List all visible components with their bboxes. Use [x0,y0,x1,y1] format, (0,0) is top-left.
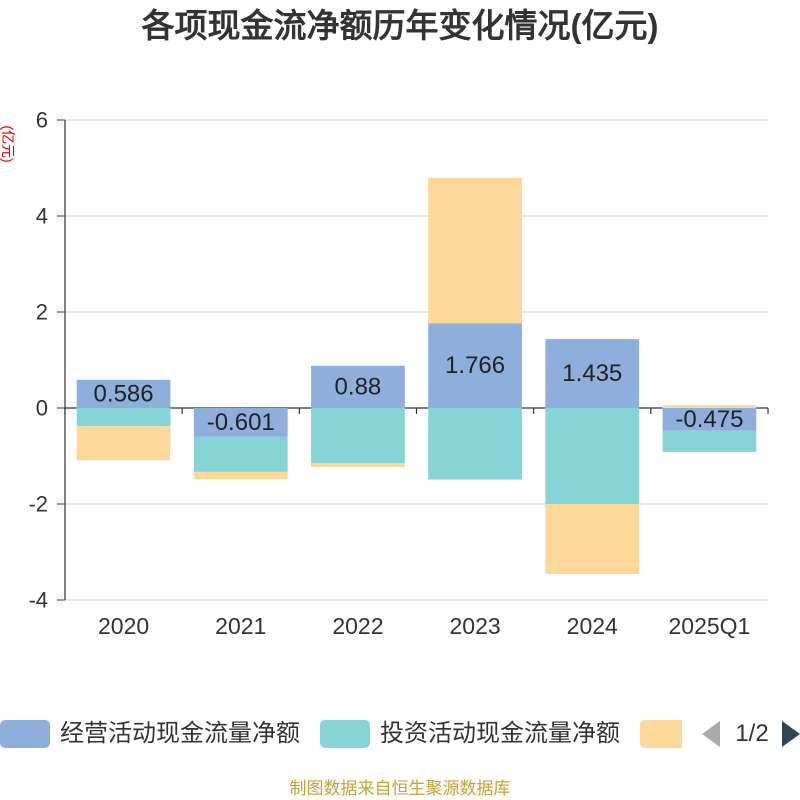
bar-series-3 [311,463,405,468]
data-label: 1.435 [562,360,622,387]
legend-swatch [640,720,682,748]
bar-series-1 [311,365,405,408]
x-tick-label: 2022 [332,613,383,639]
x-tick-label: 2024 [567,613,618,639]
data-label: 1.766 [445,352,505,379]
legend-swatch [0,720,50,748]
bar-series-2 [76,408,171,427]
bar-series-1 [662,408,757,431]
chart-title: 各项现金流净额历年变化情况(亿元) [141,7,659,44]
x-tick-label: 2023 [449,613,500,639]
data-label: 0.586 [94,380,154,407]
x-tick-label: 2021 [215,613,266,639]
x-tick-label: 2020 [98,613,149,639]
y-tick-label: 0 [36,396,48,421]
data-labels: 0.586 -0.601 0.88 1.766 1.435 -0.475 [94,352,744,436]
bar-series-1 [428,323,522,408]
legend-item-2[interactable]: 投资活动现金流量净额 [320,720,620,748]
bar-series-3 [76,426,171,461]
legend-label: 投资活动现金流量净额 [380,720,620,747]
bar-series-2 [428,408,522,480]
bar-series-1 [76,379,171,408]
bar-series-2 [311,408,405,464]
y-tick-label: 2 [36,300,48,325]
bar-series-3 [545,504,640,575]
legend-item-1[interactable]: 经营活动现金流量净额 [0,720,300,748]
axes: 6 4 2 0 -2 -4 2020 2021 2022 2023 2024 2025Q1 [28,108,769,639]
bar-series-2 [545,408,640,504]
legend-item-3[interactable] [640,720,682,748]
bars [76,177,757,575]
bar-series-1 [193,408,288,437]
y-tick-label: -2 [28,492,48,517]
bar-series-3 [662,405,757,408]
data-label: -0.475 [675,406,743,433]
data-label: -0.601 [207,409,275,436]
legend-swatch [320,720,370,748]
legend: 经营活动现金流量净额 投资活动现金流量净额 [0,720,682,748]
data-label: 0.88 [335,373,382,400]
arrow-left-icon[interactable] [702,721,720,747]
y-tick-label: -4 [28,588,48,613]
bar-series-1 [545,339,640,408]
gridlines [65,119,768,601]
legend-label: 经营活动现金流量净额 [60,720,300,747]
bar-series-2 [193,436,288,472]
y-tick-label: 4 [36,204,48,229]
x-tick-label: 2025Q1 [668,613,750,639]
arrow-right-icon[interactable] [782,721,800,747]
legend-page-indicator: 1/2 [735,720,769,747]
data-source-footer: 制图数据来自恒生聚源数据库 [289,779,511,798]
bar-series-3 [193,471,288,480]
y-tick-label: 6 [36,108,48,133]
bar-series-2 [662,430,757,452]
bar-series-3 [428,177,522,324]
